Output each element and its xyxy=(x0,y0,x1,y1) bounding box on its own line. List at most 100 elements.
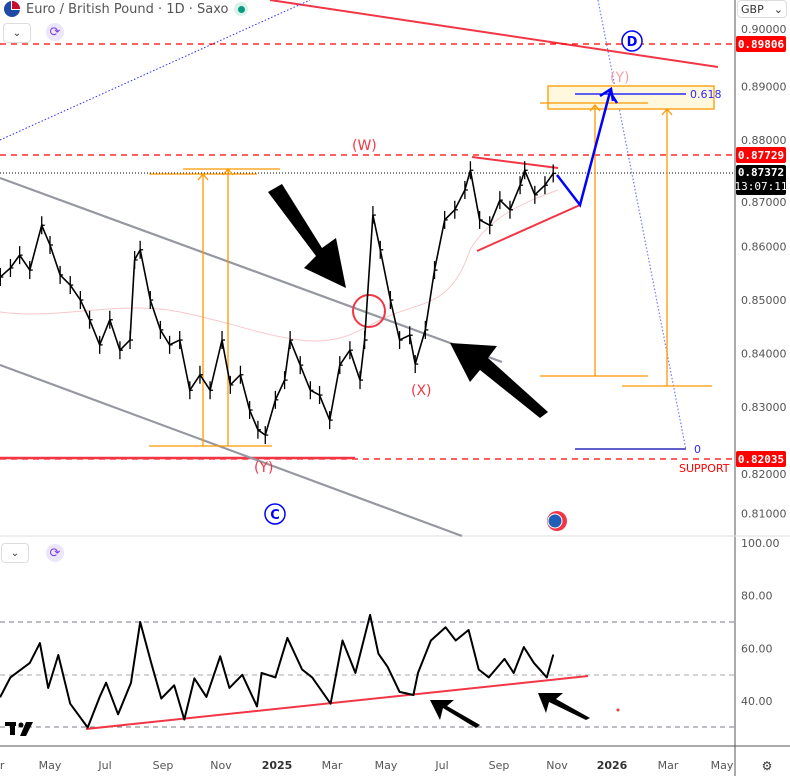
chevron-down-icon: ⌄ xyxy=(12,27,22,39)
chevron-down-icon: ⌄ xyxy=(10,547,20,559)
rsi-tick-label: 40.00 xyxy=(741,695,773,708)
symbol-title[interactable]: Euro / British Pound · 1D · Saxo xyxy=(26,1,229,17)
rsi-trendline[interactable] xyxy=(85,675,589,730)
rsi-tick-label: 100.00 xyxy=(741,537,780,550)
sync-icon[interactable]: ⟳ xyxy=(46,23,64,41)
price-tick-label: 0.84000 xyxy=(741,347,787,360)
rsi-point xyxy=(28,662,31,664)
rsi-collapse-button[interactable]: ⌄ xyxy=(1,543,29,563)
time-tick-label: May xyxy=(39,759,62,772)
rsi-point xyxy=(545,676,548,679)
collapse-legend-button[interactable]: ⌄ xyxy=(3,23,31,43)
rsi-line xyxy=(0,613,555,729)
rsi-point xyxy=(105,681,107,684)
moving-average-line xyxy=(0,189,559,342)
wave-c-label: C xyxy=(270,508,280,523)
time-tick-label: 2025 xyxy=(262,759,293,772)
rsi-point xyxy=(552,654,555,656)
rsi-series xyxy=(0,613,555,729)
time-tick-label: Mar xyxy=(322,759,343,772)
channel-lower-line[interactable] xyxy=(0,363,463,538)
price-label-support: 0.82035 xyxy=(736,451,786,467)
countdown-value: 13:07:11 xyxy=(734,180,788,193)
time-tick-label: Sep xyxy=(153,759,174,772)
rsi-point xyxy=(311,676,313,679)
rsi-point xyxy=(130,681,132,684)
rsi-point xyxy=(274,676,277,679)
rsi-arrow-2-icon[interactable] xyxy=(538,693,590,720)
rsi-point xyxy=(98,696,101,698)
support-text: SUPPORT xyxy=(679,462,730,475)
fib-618-label: 0.618 xyxy=(690,88,722,101)
rsi-point xyxy=(205,696,208,698)
rsi-point xyxy=(160,697,163,700)
dotted-projection-line[interactable] xyxy=(597,0,687,451)
rsi-point xyxy=(219,655,221,658)
price-label-last: 0.87372 13:07:11 xyxy=(734,165,788,195)
tradingview-logo xyxy=(5,722,33,736)
wave-x-label: (X) xyxy=(411,383,432,399)
rsi-point xyxy=(377,652,380,655)
wave-y-low-label: (Y) xyxy=(254,460,273,476)
rsi-point xyxy=(286,637,289,639)
last-price-value: 0.87372 xyxy=(737,166,785,179)
rsi-point xyxy=(228,687,231,689)
price-axis[interactable]: 0.90000 0.89000 0.88000 0.87000 0.86000 0.850… xyxy=(741,23,787,521)
settings-icon[interactable]: ⚙ xyxy=(762,759,773,773)
price-tick-label: 0.88000 xyxy=(741,134,787,147)
rsi-axis[interactable]: 100.00 80.00 60.00 40.00 xyxy=(741,537,780,708)
rsi-point xyxy=(512,672,515,674)
rsi-point xyxy=(444,626,447,629)
rsi-point xyxy=(398,691,401,693)
channel-upper-line[interactable] xyxy=(0,176,503,364)
rsi-point xyxy=(430,639,432,642)
arrow-down-right-icon[interactable] xyxy=(268,184,346,288)
triangle-lower-line[interactable] xyxy=(476,204,581,252)
rsi-point xyxy=(86,726,89,729)
rsi-dot-marker xyxy=(616,708,620,712)
price-label-upper-resistance: 0.89806 xyxy=(736,36,786,52)
time-tick-label: 2026 xyxy=(597,759,628,772)
wave-y-target-label: (Y) xyxy=(610,70,629,86)
eu-flag-icon xyxy=(547,513,563,529)
market-open-icon xyxy=(234,2,249,16)
resistance-trendline[interactable] xyxy=(269,0,719,68)
time-tick-label: May xyxy=(711,759,734,772)
rsi-point xyxy=(412,694,415,696)
rsi-point xyxy=(454,639,457,642)
rsi-point xyxy=(301,668,303,671)
rsi-point xyxy=(193,677,196,680)
triangle-upper-line[interactable] xyxy=(471,156,559,169)
time-tick-label: Mar xyxy=(658,759,679,772)
time-tick-label: Jul xyxy=(434,759,448,772)
measure-left[interactable] xyxy=(149,167,280,447)
chevron-down-icon: ⌄ xyxy=(773,2,783,16)
rsi-point xyxy=(69,702,72,705)
projection-arrowhead-icon xyxy=(599,86,615,102)
rsi-point xyxy=(150,662,152,664)
arrow-up-left-icon[interactable] xyxy=(450,343,548,418)
wave-c-marker xyxy=(264,503,286,525)
time-axis[interactable]: Mar May Jul Sep Nov 2025 Mar May Jul Sep Nov 2026 Ma… xyxy=(0,759,734,772)
rsi-arrow-1-icon[interactable] xyxy=(430,700,480,728)
currency-flag-icon xyxy=(4,1,20,17)
rsi-sync-icon[interactable]: ⟳ xyxy=(46,544,64,562)
dotted-fan-line[interactable] xyxy=(0,0,311,141)
time-tick-label: Nov xyxy=(210,759,232,772)
rsi-point xyxy=(57,654,60,656)
time-tick-label: Sep xyxy=(489,759,510,772)
wave-d-marker xyxy=(621,30,643,52)
rsi-point xyxy=(117,713,119,716)
currency-selector[interactable]: GBP ⌄ xyxy=(737,0,787,18)
rsi-point xyxy=(386,666,389,668)
price-tick-label: 0.85000 xyxy=(741,294,787,307)
rsi-point xyxy=(503,658,506,660)
rsi-point xyxy=(329,702,332,705)
rsi-point xyxy=(522,646,525,648)
price-tick-label: 0.90000 xyxy=(741,23,787,36)
breakout-circle[interactable] xyxy=(352,294,386,328)
rsi-tick-label: 80.00 xyxy=(741,590,773,603)
rsi-point xyxy=(369,614,371,616)
rsi-point xyxy=(47,687,49,689)
